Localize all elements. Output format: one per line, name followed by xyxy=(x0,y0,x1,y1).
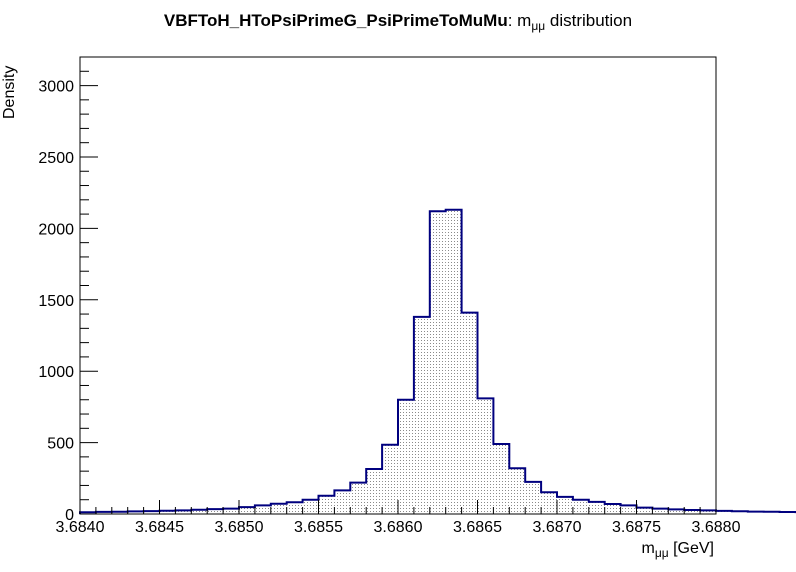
histogram-bar xyxy=(557,496,573,514)
histogram-bar xyxy=(270,503,287,514)
x-tick-label: 3.6880 xyxy=(692,519,741,536)
histogram-bar xyxy=(572,499,589,514)
y-tick-label: 3000 xyxy=(38,79,74,96)
x-tick-label: 3.6855 xyxy=(294,519,343,536)
histogram-bar xyxy=(541,492,557,514)
histogram-bar xyxy=(302,499,319,514)
y-tick-label: 2500 xyxy=(38,150,74,167)
histogram-bar xyxy=(716,510,732,514)
y-axis-tick-labels: 0 500 1000 1500 2000 2500 3000 xyxy=(38,79,74,524)
histogram-bar xyxy=(382,444,398,514)
histogram-bar xyxy=(588,501,605,514)
y-tick-label: 500 xyxy=(47,436,74,453)
histogram-bar xyxy=(763,511,780,514)
histogram-bar xyxy=(318,495,335,514)
x-axis-tick-labels: 3.6840 3.6845 3.6850 3.6855 3.6860 3.6865 3.68… xyxy=(56,519,741,536)
histogram-bar xyxy=(254,505,271,514)
histogram-bar xyxy=(398,399,414,514)
histogram-bar xyxy=(127,511,144,514)
histogram-bars xyxy=(80,209,796,515)
x-axis-ticks xyxy=(79,500,717,514)
x-axis-label-subscript: μμ xyxy=(655,546,669,560)
y-axis-ticks xyxy=(80,56,98,515)
histogram-bar xyxy=(286,502,303,514)
x-tick-label: 3.6845 xyxy=(135,519,184,536)
chart-title-subscript: μμ xyxy=(531,19,545,33)
x-tick-label: 3.6870 xyxy=(533,519,582,536)
histogram-bar xyxy=(731,511,748,514)
histogram-bar xyxy=(604,504,621,514)
histogram-bar xyxy=(700,510,716,514)
histogram-bar xyxy=(636,507,653,514)
y-tick-label: 1500 xyxy=(38,293,74,310)
histogram-bar xyxy=(493,444,510,514)
x-axis-label: mμμ [GeV] xyxy=(641,540,714,560)
histogram-bar xyxy=(684,510,701,514)
histogram-bar xyxy=(525,481,542,514)
x-tick-label: 3.6860 xyxy=(374,519,423,536)
histogram-bar xyxy=(159,510,176,514)
y-axis-label: Density xyxy=(1,66,18,119)
histogram-bar xyxy=(191,509,208,514)
histogram-bar xyxy=(350,482,367,514)
histogram-bar xyxy=(239,507,255,514)
histogram-bar xyxy=(95,511,112,514)
histogram-bar xyxy=(334,490,351,514)
histogram-bar xyxy=(111,511,128,514)
histogram-bar xyxy=(461,312,478,514)
histogram-bar xyxy=(477,398,494,514)
x-tick-label: 3.6875 xyxy=(612,519,661,536)
histogram-bar xyxy=(143,511,160,514)
histogram-bar xyxy=(652,508,669,514)
histogram-bar xyxy=(207,509,224,514)
chart-title-rest: : m xyxy=(508,11,532,30)
x-tick-label: 3.6865 xyxy=(453,519,502,536)
histogram-bar xyxy=(413,316,430,514)
histogram-bar xyxy=(747,511,764,514)
y-tick-label: 2000 xyxy=(38,221,74,238)
chart-title: VBFToH_HToPsiPrimeG_PsiPrimeToMuMu: mμμ … xyxy=(164,11,632,33)
histogram-bar xyxy=(175,510,192,514)
histogram-bar xyxy=(668,509,685,514)
chart-title-bold: VBFToH_HToPsiPrimeG_PsiPrimeToMuMu xyxy=(164,11,508,30)
histogram-bar xyxy=(366,469,383,514)
y-tick-label: 1000 xyxy=(38,364,74,381)
x-tick-label: 3.6850 xyxy=(215,519,264,536)
histogram-bar xyxy=(445,209,462,514)
histogram-bar xyxy=(429,211,446,515)
x-tick-label: 3.6840 xyxy=(56,519,105,536)
x-axis-label-unit: [GeV] xyxy=(669,540,714,557)
chart-title-tail: distribution xyxy=(545,11,632,30)
histogram-bar xyxy=(620,505,637,514)
histogram-bar xyxy=(509,468,526,514)
histogram-bar xyxy=(223,508,239,514)
x-axis-label-main: m xyxy=(641,540,654,557)
y-tick-label: 0 xyxy=(65,507,74,524)
